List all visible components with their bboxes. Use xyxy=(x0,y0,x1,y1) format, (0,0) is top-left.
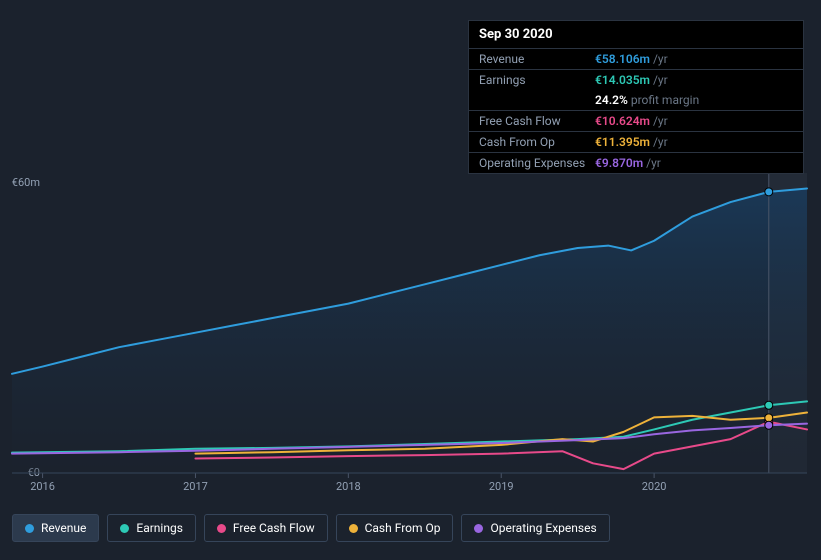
x-tick-label: 2018 xyxy=(336,480,361,493)
tooltip-label: Cash From Op xyxy=(479,135,595,149)
tooltip-value: €10.624m xyxy=(595,114,650,128)
tooltip-unit: profit margin xyxy=(631,93,699,107)
tooltip-value: €11.395m xyxy=(595,135,650,149)
tooltip-value: €14.035m xyxy=(595,73,650,87)
tooltip-unit: /yr xyxy=(653,52,668,66)
legend-item[interactable]: Cash From Op xyxy=(336,514,454,542)
tooltip-row: Revenue€58.106m/yr xyxy=(469,48,803,69)
tooltip-value: 24.2% xyxy=(595,93,628,107)
chart-svg xyxy=(12,173,807,473)
legend-label: Free Cash Flow xyxy=(233,521,315,535)
legend-label: Revenue xyxy=(41,521,86,535)
cursor-marker xyxy=(765,421,773,429)
tooltip-row: Free Cash Flow€10.624m/yr xyxy=(469,110,803,131)
tooltip-row: Operating Expenses€9.870m/yr xyxy=(469,152,803,173)
chart-area xyxy=(12,173,807,473)
cursor-marker xyxy=(765,414,773,422)
x-tick-label: 2016 xyxy=(30,480,55,493)
legend-label: Cash From Op xyxy=(365,521,441,535)
tooltip-rows: Revenue€58.106m/yrEarnings€14.035m/yr24.… xyxy=(469,48,803,173)
tooltip-panel: Sep 30 2020 Revenue€58.106m/yrEarnings€1… xyxy=(468,20,804,174)
tooltip-row: 24.2%profit margin xyxy=(469,90,803,110)
cursor-marker xyxy=(765,188,773,196)
tooltip-value: €58.106m xyxy=(595,52,650,66)
x-axis: 2016 2017 2018 2019 2020 xyxy=(12,480,807,500)
legend-item[interactable]: Operating Expenses xyxy=(461,514,609,542)
legend-marker-icon xyxy=(25,524,34,533)
tooltip-label: Revenue xyxy=(479,52,595,66)
tooltip-unit: /yr xyxy=(653,135,668,149)
tooltip-value: €9.870m xyxy=(595,156,643,170)
legend-marker-icon xyxy=(120,524,129,533)
tooltip-label: Earnings xyxy=(479,73,595,87)
x-tick-label: 2017 xyxy=(183,480,208,493)
legend-item[interactable]: Free Cash Flow xyxy=(204,514,328,542)
x-tick-label: 2019 xyxy=(489,480,514,493)
tooltip-label: Operating Expenses xyxy=(479,156,595,170)
legend-label: Operating Expenses xyxy=(490,521,596,535)
legend-marker-icon xyxy=(474,524,483,533)
legend-marker-icon xyxy=(217,524,226,533)
cursor-marker xyxy=(765,401,773,409)
x-tick-label: 2020 xyxy=(642,480,667,493)
tooltip-date: Sep 30 2020 xyxy=(469,21,803,48)
legend-label: Earnings xyxy=(136,521,183,535)
legend: Revenue Earnings Free Cash Flow Cash From O… xyxy=(12,514,610,542)
tooltip-unit: /yr xyxy=(653,73,668,87)
tooltip-unit: /yr xyxy=(653,114,668,128)
legend-marker-icon xyxy=(349,524,358,533)
tooltip-row: Cash From Op€11.395m/yr xyxy=(469,131,803,152)
legend-item[interactable]: Revenue xyxy=(12,514,99,542)
tooltip-label: Free Cash Flow xyxy=(479,114,595,128)
tooltip-row: Earnings€14.035m/yr xyxy=(469,69,803,90)
tooltip-unit: /yr xyxy=(646,156,661,170)
legend-item[interactable]: Earnings xyxy=(107,514,196,542)
